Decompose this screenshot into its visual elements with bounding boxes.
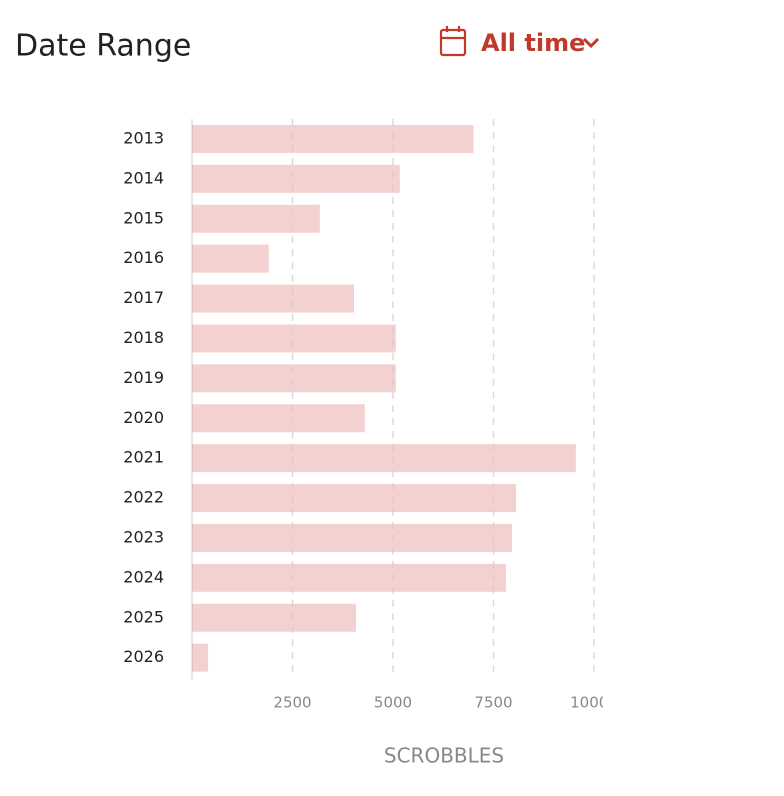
page-title: Date Range — [15, 29, 191, 64]
y-tick-label: 2025 — [123, 607, 164, 626]
y-tick-label: 2019 — [123, 368, 164, 387]
calendar-icon — [439, 26, 467, 57]
y-tick-label: 2024 — [123, 567, 164, 586]
bar — [192, 164, 400, 193]
y-tick-label: 2013 — [123, 128, 164, 147]
y-tick-label: 2014 — [123, 168, 164, 187]
y-tick-label: 2017 — [123, 288, 164, 307]
range-label[interactable]: All time — [481, 29, 585, 57]
bar — [192, 284, 355, 313]
bar — [192, 244, 269, 273]
bar — [192, 324, 396, 353]
bar — [192, 643, 209, 672]
chevron — [582, 37, 600, 49]
y-tick-label: 2023 — [123, 527, 164, 546]
bar — [192, 364, 396, 393]
y-tick-label: 2020 — [123, 408, 164, 427]
y-tick-label: 2022 — [123, 488, 164, 507]
range-picker[interactable]: All time — [439, 26, 600, 57]
bar — [192, 603, 357, 632]
x-tick-label: 7500 — [474, 694, 512, 712]
bar — [192, 563, 506, 592]
y-tick-label: 2018 — [123, 328, 164, 347]
x-axis-label: SCROBBLES — [384, 744, 504, 768]
x-tick-label: 2500 — [273, 694, 311, 712]
y-tick-label: 2015 — [123, 208, 164, 227]
chart: 2013 2014 2015 2016 2017 2018 2019 2020 2021 2022… — [123, 119, 618, 768]
x-tick-label: 5000 — [374, 694, 412, 712]
bar — [192, 523, 512, 552]
bar — [192, 404, 365, 433]
bar — [192, 124, 474, 153]
y-tick-label: 2026 — [123, 647, 164, 666]
x-tick-label: 10000 — [570, 694, 618, 712]
bar — [192, 444, 576, 473]
y-tick-label: 2021 — [123, 448, 164, 467]
bar — [192, 484, 517, 513]
y-tick-label: 2016 — [123, 248, 164, 267]
bar — [192, 204, 320, 233]
